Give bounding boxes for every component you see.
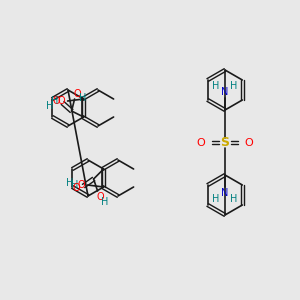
Text: O: O xyxy=(58,96,65,106)
Text: H: H xyxy=(66,178,73,188)
Text: H: H xyxy=(230,194,238,204)
Text: O: O xyxy=(97,192,104,202)
Text: O: O xyxy=(196,137,206,148)
Text: H: H xyxy=(101,197,108,207)
Text: H: H xyxy=(71,180,78,190)
Text: O: O xyxy=(53,96,60,106)
Text: H: H xyxy=(230,81,238,91)
Text: O: O xyxy=(74,89,81,99)
Text: O: O xyxy=(73,183,80,193)
Text: H: H xyxy=(212,81,220,91)
Text: H: H xyxy=(212,194,220,204)
Text: H: H xyxy=(46,101,53,111)
Text: H: H xyxy=(79,93,86,103)
Text: O: O xyxy=(244,137,253,148)
Text: S: S xyxy=(220,136,230,149)
Text: N: N xyxy=(221,87,229,97)
Text: N: N xyxy=(221,188,229,198)
Text: O: O xyxy=(78,180,86,190)
Text: H: H xyxy=(51,96,58,106)
